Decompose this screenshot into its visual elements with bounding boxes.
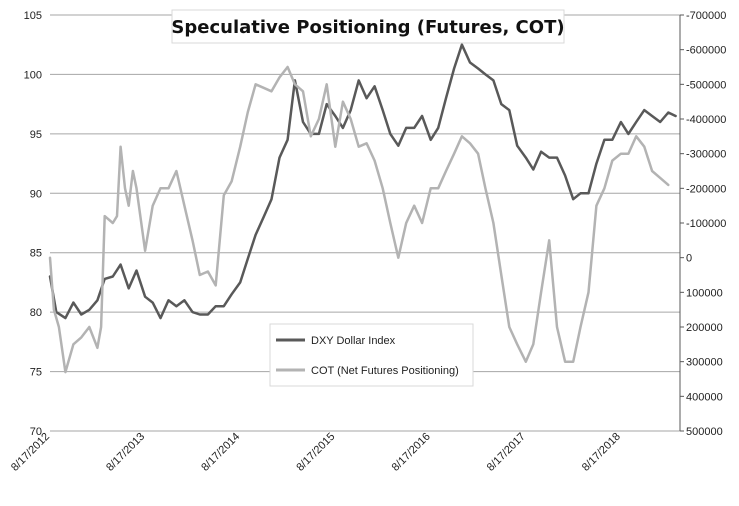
series-layer [48, 43, 677, 374]
y-right-tick-label: -200000 [686, 183, 726, 195]
y-right-tick-label: 300000 [686, 357, 723, 369]
x-tick-label: 8/17/2013 [104, 431, 147, 474]
series-line-1 [48, 65, 670, 374]
y-left-tick-label: 75 [30, 367, 42, 379]
x-tick-label: 8/17/2015 [294, 431, 337, 474]
x-tick-label: 8/17/2016 [390, 431, 433, 474]
y-right-tick-label: 200000 [686, 322, 723, 334]
y-left-tick-label: 105 [24, 10, 42, 22]
y-left-tick-label: 70 [30, 426, 42, 438]
grid-layer [50, 14, 680, 432]
y-left-tick-label: 85 [30, 248, 42, 260]
y-right-tick-label: 0 [686, 253, 692, 265]
legend: DXY Dollar Index COT (Net Futures Positi… [269, 323, 474, 387]
y-right-tick-label: -700000 [686, 10, 726, 22]
y-right-tick-label: 500000 [686, 426, 723, 438]
y-left-tick-label: 80 [30, 307, 42, 319]
y-right-tick-label: -400000 [686, 114, 726, 126]
y-right-tick-label: -500000 [686, 79, 726, 91]
y-left-tick-label: 100 [24, 69, 42, 81]
chart-title-box: Speculative Positioning (Futures, COT) [171, 9, 565, 44]
axis-layer: 105 100 95 90 85 80 75 70 -700000 -600000 -500000 -… [9, 10, 726, 474]
x-tick-label: 8/17/2017 [485, 431, 528, 474]
x-tick-label: 8/17/2014 [199, 431, 242, 474]
series-line-0 [48, 43, 677, 320]
y-right-tick-label: -100000 [686, 218, 726, 230]
y-right-tick-label: -600000 [686, 45, 726, 57]
y-right-tick-label: -300000 [686, 149, 726, 161]
y-left-tick-label: 95 [30, 129, 42, 141]
y-right-tick-label: 400000 [686, 391, 723, 403]
legend-label-dxy: DXY Dollar Index [311, 335, 396, 347]
legend-label-cot: COT (Net Futures Positioning) [311, 365, 459, 377]
y-left-tick-label: 90 [30, 188, 42, 200]
chart-title: Speculative Positioning (Futures, COT) [171, 17, 564, 38]
y-right-tick-label: 100000 [686, 287, 723, 299]
x-tick-label: 8/17/2018 [580, 431, 623, 474]
